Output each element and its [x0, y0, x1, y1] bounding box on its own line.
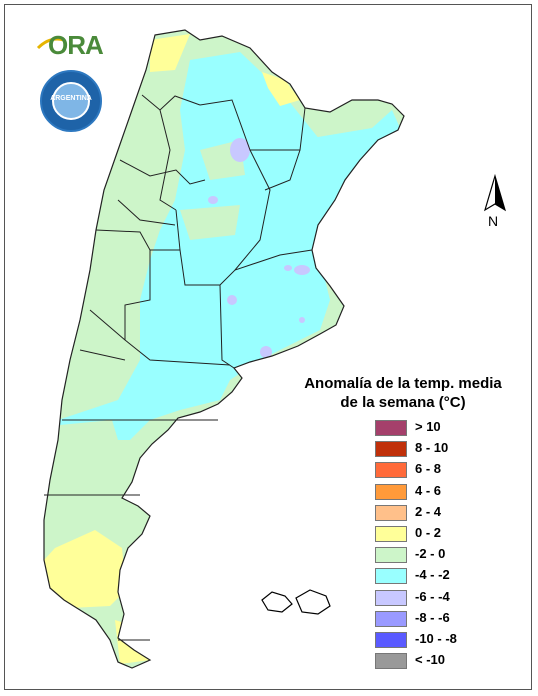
north-arrow-icon — [483, 174, 507, 212]
legend-label: 6 - 8 — [415, 461, 442, 477]
legend-swatch — [375, 547, 407, 564]
legend-label: -6 - -4 — [415, 588, 450, 604]
falklands-islands — [261, 589, 331, 615]
legend-label: 0 - 2 — [415, 524, 442, 540]
north-label: N — [488, 213, 499, 229]
legend-label: -4 - -2 — [415, 567, 450, 583]
legend-swatch — [375, 610, 407, 627]
legend-label: 8 - 10 — [415, 440, 449, 456]
legend-label: > 10 — [415, 419, 441, 434]
legend-swatch — [375, 568, 407, 585]
legend-swatch — [375, 483, 407, 500]
legend-swatch — [375, 420, 407, 436]
legend-label: 2 - 4 — [415, 503, 442, 519]
legend-swatch — [375, 441, 407, 458]
legend-title: Anomalía de la temp. media de la semana … — [286, 374, 520, 412]
legend-swatch — [375, 462, 407, 479]
legend-label: < -10 — [415, 652, 445, 668]
legend-swatch — [375, 631, 407, 648]
legend-swatch — [375, 653, 407, 670]
legend-swatch — [375, 504, 407, 521]
legend-swatch — [375, 589, 407, 606]
legend-label: 4 - 6 — [415, 482, 442, 498]
smn-seal: ARGENTINA — [40, 70, 102, 132]
ora-logo: ORA — [48, 30, 104, 60]
legend-title-line1: Anomalía de la temp. media — [304, 375, 502, 392]
legend-title-line2: de la semana (°C) — [340, 394, 466, 411]
legend-swatch — [375, 525, 407, 542]
seal-text: ARGENTINA — [50, 95, 92, 102]
legend-label: -10 - -8 — [415, 630, 457, 646]
legend-label: -8 - -6 — [415, 609, 450, 625]
ora-logo-swoosh — [36, 37, 65, 50]
seal-inner-circle — [52, 82, 90, 120]
legend-label: -2 - 0 — [415, 546, 446, 562]
